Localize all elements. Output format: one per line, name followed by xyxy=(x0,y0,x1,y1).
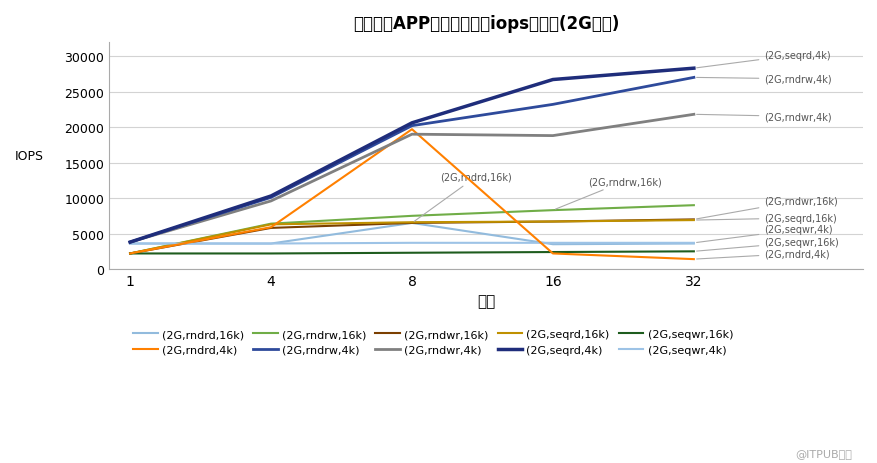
(2G,seqrd,16k) xyxy=(688,218,698,223)
(2G,rndwr,16k) xyxy=(266,225,276,231)
(2G,rndrw,16k) xyxy=(547,208,558,213)
(2G,rndwr,16k) xyxy=(406,221,417,226)
Legend: (2G,rndrd,16k), (2G,rndrd,4k), (2G,rndrw,16k), (2G,rndrw,4k), (2G,rndwr,16k), (2: (2G,rndrd,16k), (2G,rndrd,4k), (2G,rndrw… xyxy=(129,325,737,359)
(2G,seqrd,16k) xyxy=(406,220,417,225)
(2G,rndwr,16k) xyxy=(688,217,698,223)
Text: (2G,rndrw,4k): (2G,rndrw,4k) xyxy=(695,75,831,85)
Line: (2G,rndrd,16k): (2G,rndrd,16k) xyxy=(130,224,693,245)
Line: (2G,seqwr,4k): (2G,seqwr,4k) xyxy=(130,243,693,244)
Line: (2G,seqrd,16k): (2G,seqrd,16k) xyxy=(130,220,693,254)
(2G,seqwr,4k) xyxy=(125,241,135,247)
(2G,seqwr,16k) xyxy=(266,251,276,257)
(2G,rndrd,16k) xyxy=(266,241,276,247)
(2G,rndwr,16k) xyxy=(125,251,135,257)
(2G,seqrd,4k) xyxy=(406,121,417,126)
(2G,rndrw,16k) xyxy=(688,203,698,208)
(2G,seqrd,16k) xyxy=(125,251,135,257)
(2G,seqrd,4k) xyxy=(266,194,276,199)
(2G,seqrd,16k) xyxy=(547,219,558,225)
(2G,rndrd,16k) xyxy=(688,241,698,247)
Line: (2G,rndwr,16k): (2G,rndwr,16k) xyxy=(130,220,693,254)
(2G,rndwr,4k) xyxy=(547,133,558,139)
(2G,rndrw,4k) xyxy=(688,75,698,81)
(2G,rndwr,4k) xyxy=(688,113,698,118)
(2G,seqwr,16k) xyxy=(406,250,417,256)
Text: (2G,seqrd,4k): (2G,seqrd,4k) xyxy=(695,50,830,69)
Line: (2G,seqrd,4k): (2G,seqrd,4k) xyxy=(130,69,693,243)
(2G,seqwr,16k) xyxy=(125,251,135,257)
(2G,rndwr,16k) xyxy=(547,219,558,225)
(2G,rndrd,4k) xyxy=(406,127,417,133)
X-axis label: 线程: 线程 xyxy=(476,294,495,309)
Text: (2G,seqwr,4k): (2G,seqwr,4k) xyxy=(695,225,832,243)
Line: (2G,rndwr,4k): (2G,rndwr,4k) xyxy=(130,115,693,243)
(2G,rndrd,4k) xyxy=(547,251,558,257)
Line: (2G,rndrw,16k): (2G,rndrw,16k) xyxy=(130,206,693,254)
(2G,rndrd,4k) xyxy=(688,257,698,263)
Text: (2G,rndwr,4k): (2G,rndwr,4k) xyxy=(695,112,831,122)
(2G,rndrw,4k) xyxy=(125,240,135,245)
(2G,rndrw,4k) xyxy=(547,102,558,108)
Line: (2G,rndrd,4k): (2G,rndrd,4k) xyxy=(130,130,693,260)
Text: @ITPUB博客: @ITPUB博客 xyxy=(794,448,851,458)
(2G,rndrd,4k) xyxy=(125,251,135,257)
Text: (2G,rndrw,16k): (2G,rndrw,16k) xyxy=(555,177,661,210)
(2G,rndrw,4k) xyxy=(406,124,417,129)
Text: (2G,seqrd,16k): (2G,seqrd,16k) xyxy=(695,213,836,224)
Text: (2G,rndrd,4k): (2G,rndrd,4k) xyxy=(695,249,829,259)
(2G,seqwr,4k) xyxy=(688,240,698,246)
(2G,seqrd,4k) xyxy=(125,240,135,245)
Text: (2G,rndwr,16k): (2G,rndwr,16k) xyxy=(695,196,838,219)
(2G,rndrw,4k) xyxy=(266,195,276,201)
(2G,rndrw,16k) xyxy=(266,221,276,227)
(2G,rndwr,4k) xyxy=(125,240,135,245)
(2G,seqrd,16k) xyxy=(266,222,276,228)
Line: (2G,rndrw,4k): (2G,rndrw,4k) xyxy=(130,78,693,243)
(2G,rndrd,4k) xyxy=(266,225,276,231)
(2G,seqwr,16k) xyxy=(547,250,558,255)
(2G,seqwr,4k) xyxy=(406,240,417,246)
(2G,rndrd,16k) xyxy=(547,242,558,248)
(2G,rndrw,16k) xyxy=(406,213,417,219)
Y-axis label: IOPS: IOPS xyxy=(15,150,44,163)
(2G,seqrd,4k) xyxy=(547,78,558,83)
(2G,rndwr,4k) xyxy=(266,199,276,204)
(2G,rndrd,16k) xyxy=(125,241,135,247)
Line: (2G,seqwr,16k): (2G,seqwr,16k) xyxy=(130,252,693,254)
(2G,rndrd,16k) xyxy=(406,221,417,226)
(2G,seqwr,16k) xyxy=(688,249,698,255)
(2G,rndwr,4k) xyxy=(406,132,417,138)
(2G,rndrw,16k) xyxy=(125,251,135,257)
Title: 对磁盘柜APP组压测得出的iops直线图(2G文件): 对磁盘柜APP组压测得出的iops直线图(2G文件) xyxy=(353,15,618,33)
(2G,seqrd,4k) xyxy=(688,66,698,72)
(2G,seqwr,4k) xyxy=(547,240,558,246)
Text: (2G,rndrd,16k): (2G,rndrd,16k) xyxy=(414,172,511,222)
(2G,seqwr,4k) xyxy=(266,241,276,247)
Text: (2G,seqwr,16k): (2G,seqwr,16k) xyxy=(695,238,838,251)
